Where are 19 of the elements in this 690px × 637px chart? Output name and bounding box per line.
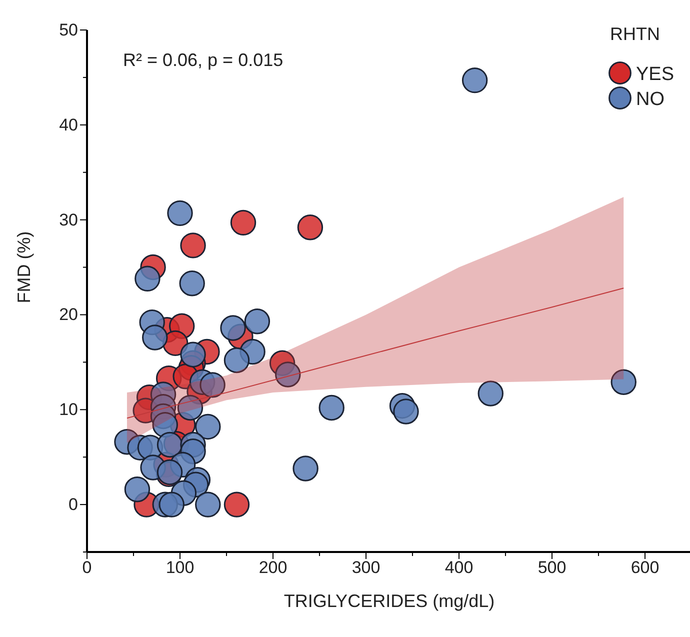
legend-label: YES (636, 64, 674, 85)
x-axis-title: TRIGLYCERIDES (mg/dL) (284, 591, 495, 611)
legend-label: NO (636, 89, 664, 110)
x-tick-label: 600 (630, 558, 660, 578)
x-tick-label: 300 (352, 558, 380, 578)
x-tick-label: 0 (82, 558, 92, 578)
y-axis-title: FMD (%) (14, 231, 34, 304)
annotation: R² = 0.06, p = 0.015 (123, 50, 284, 70)
x-tick-label: 100 (166, 558, 194, 578)
x-tick-label: 400 (444, 558, 474, 578)
x-tick-label: 200 (258, 558, 288, 578)
legend-title: RHTN (610, 24, 660, 44)
y-tick-label: 10 (59, 400, 78, 420)
y-tick-label: 0 (68, 494, 78, 514)
y-tick-label: 40 (59, 115, 78, 134)
y-tick-label: 30 (59, 210, 78, 230)
y-tick-label: 20 (59, 305, 78, 324)
y-tick-label: 50 (59, 20, 78, 40)
x-tick-label: 500 (538, 558, 566, 578)
